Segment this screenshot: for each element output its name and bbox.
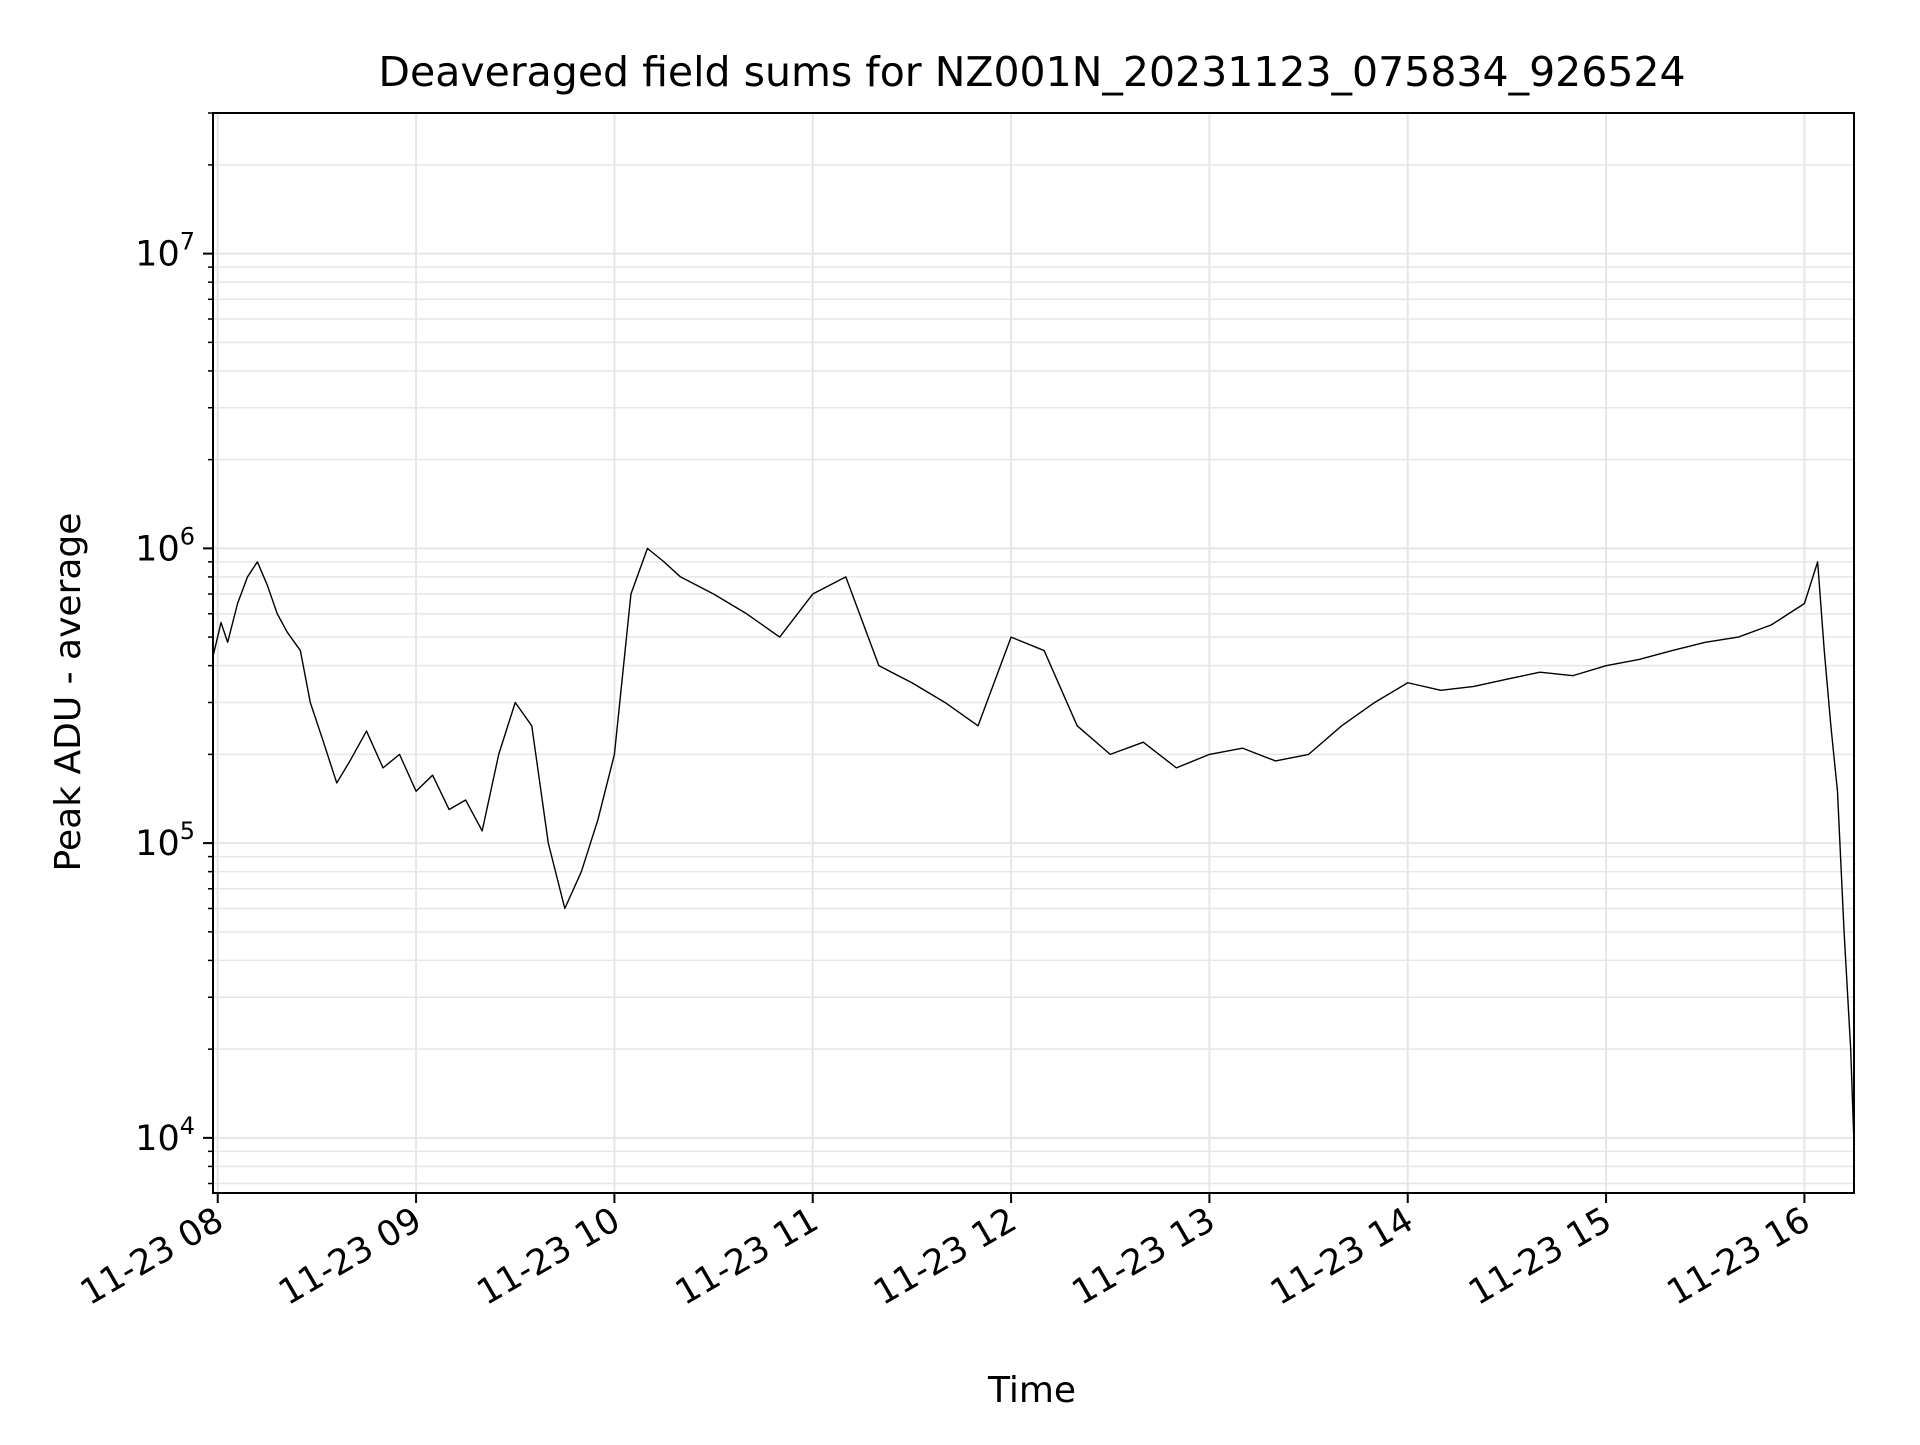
y-tick-label-exponent: 7	[180, 228, 195, 256]
plot-frame	[212, 112, 1855, 1194]
y-tick-label-exponent: 4	[180, 1112, 195, 1140]
series-line	[212, 547, 1855, 1145]
x-axis-label: Time	[987, 1370, 1076, 1411]
y-tick-label-base: 10	[135, 1119, 180, 1159]
series-layer	[212, 547, 1855, 1145]
y-tick-label: 105	[135, 817, 195, 864]
y-tick-label: 107	[135, 228, 195, 275]
y-tick-label-exponent: 6	[180, 522, 195, 550]
y-tick-label-base: 10	[135, 529, 180, 569]
y-tick-label: 104	[135, 1112, 195, 1159]
y-tick-label: 106	[135, 522, 195, 569]
y-axis-label: Peak ADU - average	[48, 513, 89, 872]
y-tick-label-exponent: 5	[180, 817, 195, 845]
y-tick-label-base: 10	[135, 235, 180, 275]
chart-title: Deaveraged field sums for NZ001N_2023112…	[378, 48, 1685, 96]
grid-layer	[213, 112, 1854, 1193]
y-tick-label-base: 10	[135, 824, 180, 864]
